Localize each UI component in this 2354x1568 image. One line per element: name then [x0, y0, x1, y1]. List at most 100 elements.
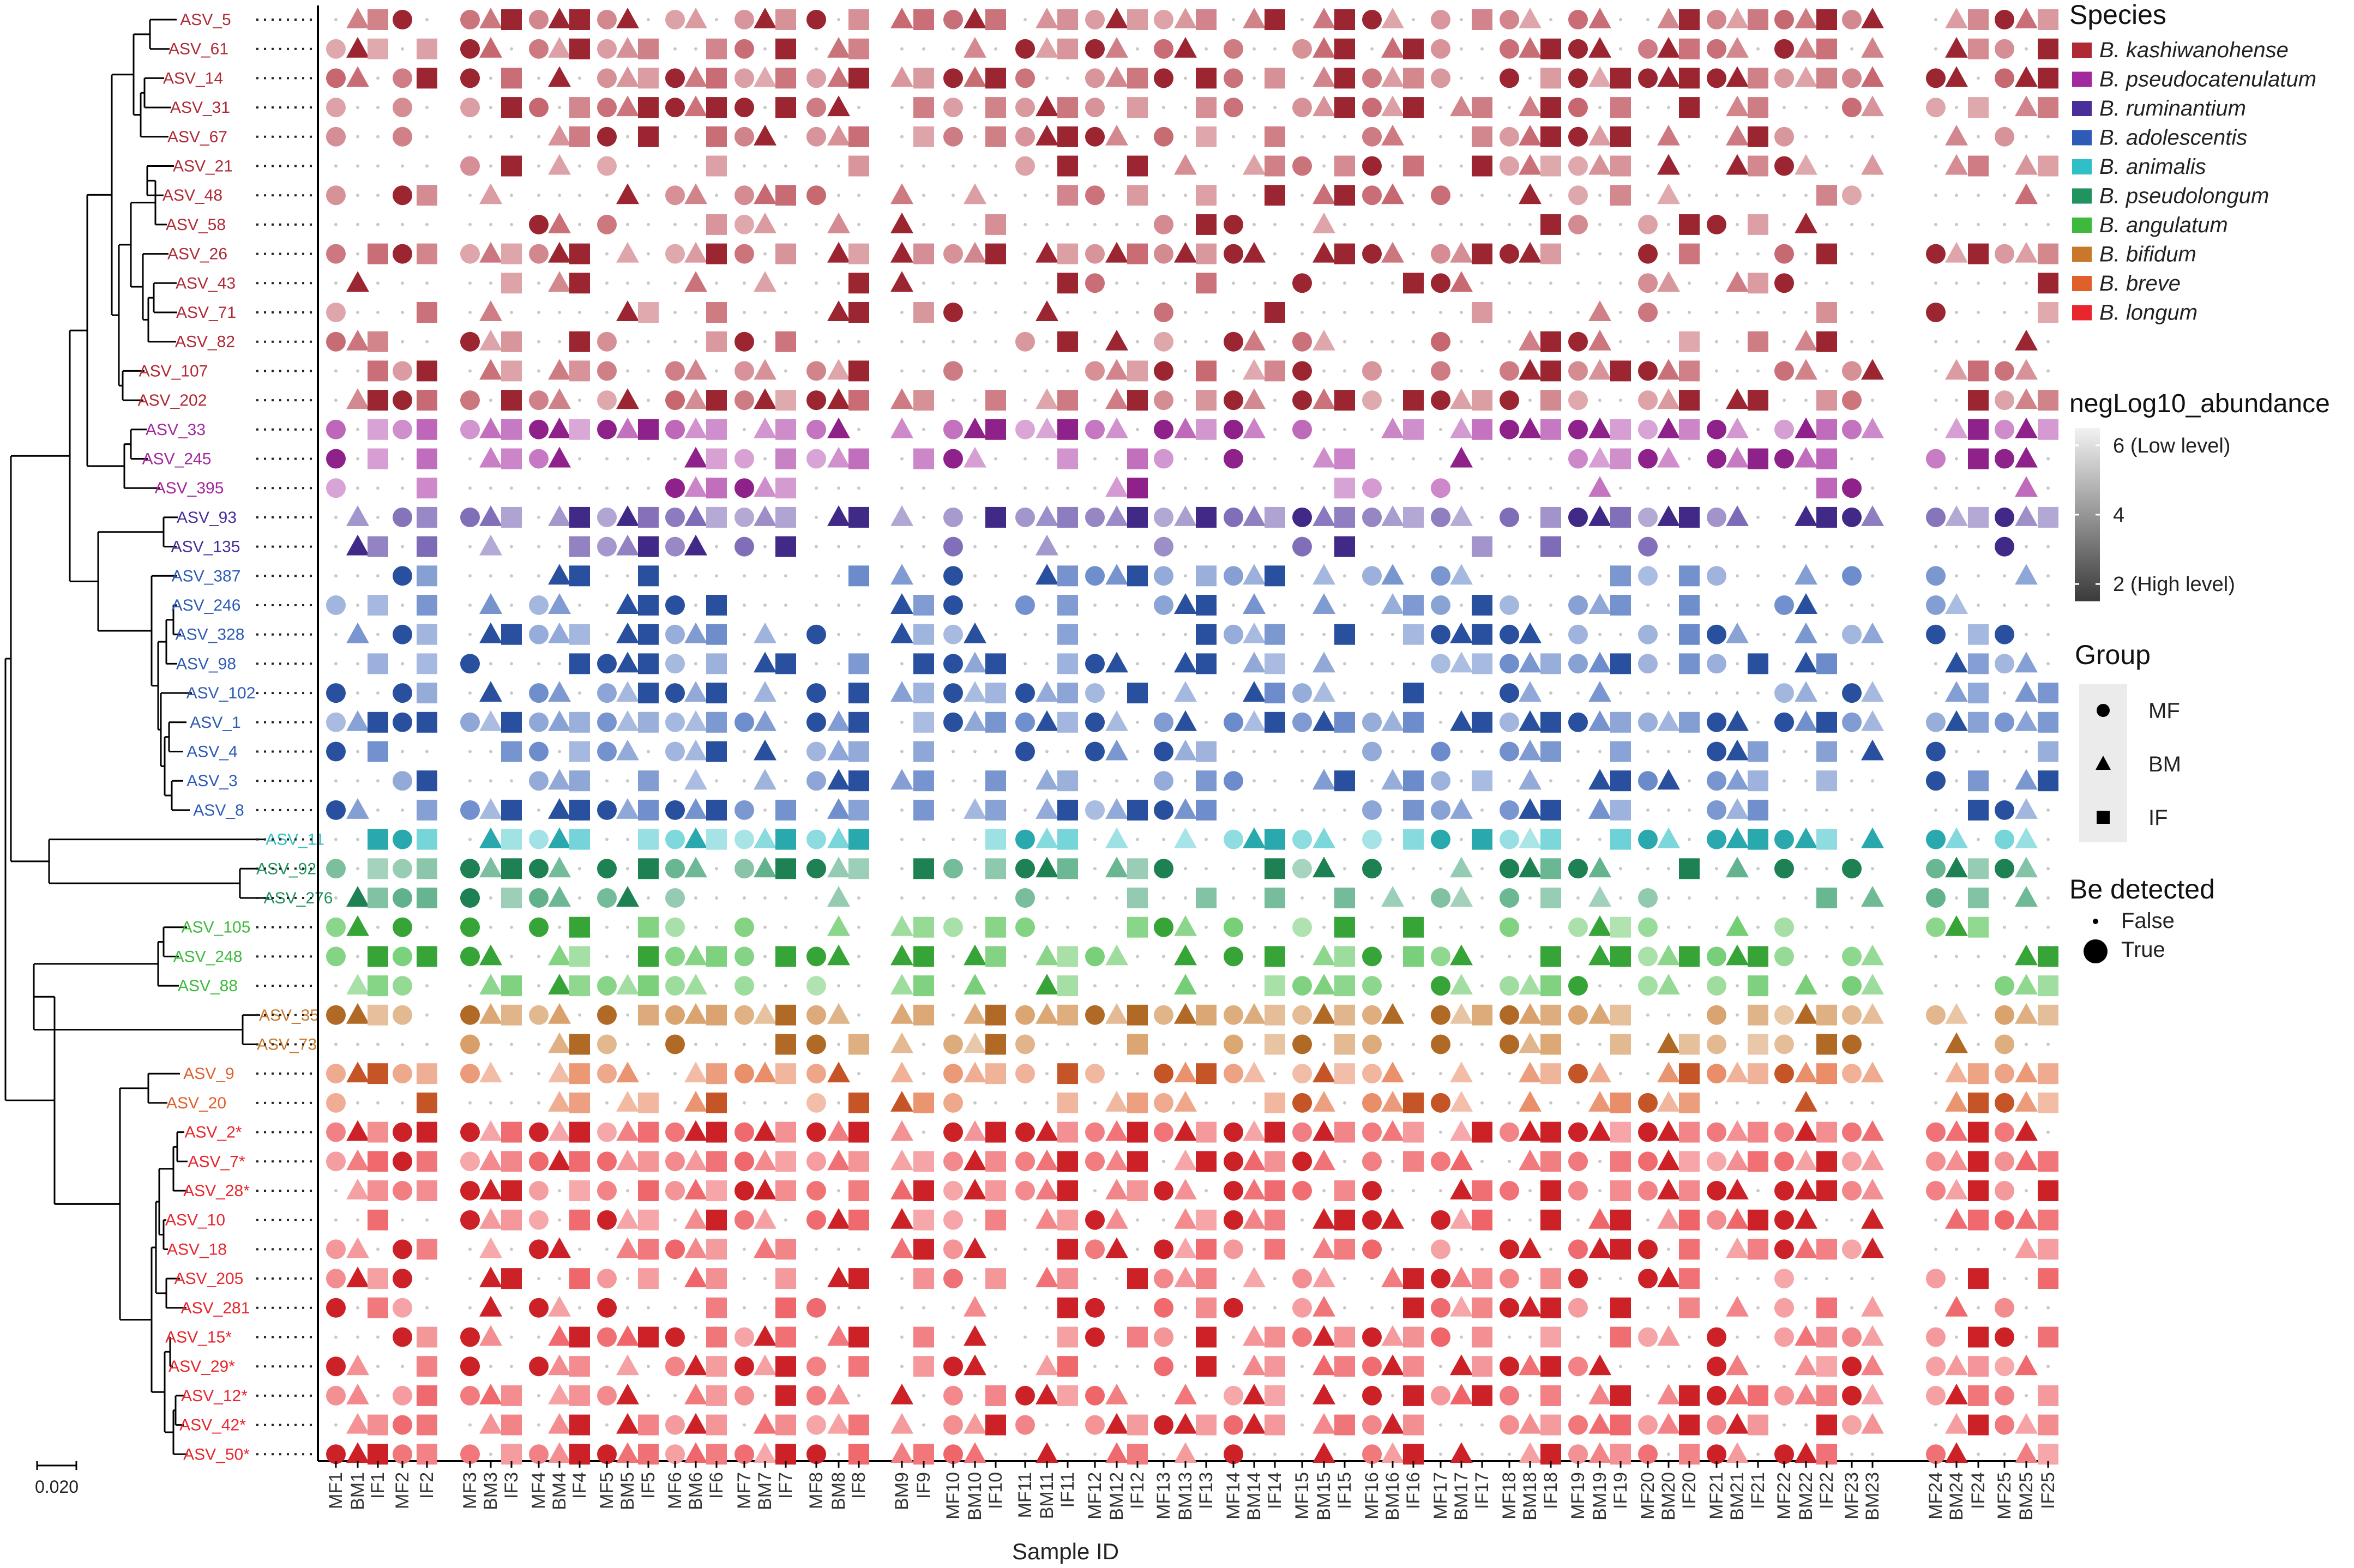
point-if	[1057, 595, 1078, 616]
point-mf	[1154, 1327, 1173, 1347]
point-if	[1196, 1239, 1217, 1260]
undetected-point	[605, 779, 609, 783]
point-if	[848, 711, 869, 733]
point-if	[1968, 1092, 1989, 1113]
point-mf	[806, 126, 826, 147]
undetected-point	[1273, 427, 1277, 431]
point-bm	[479, 1208, 502, 1229]
point-if	[569, 711, 590, 733]
point-if	[848, 1121, 869, 1143]
point-bm	[684, 447, 707, 468]
undetected-point	[1066, 1042, 1069, 1046]
undetected-point	[1370, 427, 1374, 431]
undetected-point	[994, 1365, 997, 1368]
point-mf	[1568, 449, 1588, 469]
undetected-point	[510, 194, 513, 197]
undetected-point	[900, 486, 904, 490]
point-mf	[393, 126, 412, 147]
point-bm	[1174, 1413, 1197, 1434]
undetected-point	[922, 1130, 925, 1134]
undetected-point	[1412, 750, 1415, 753]
point-if	[1968, 1326, 1989, 1348]
undetected-point	[815, 896, 818, 900]
point-if	[501, 331, 522, 352]
undetected-point	[558, 925, 561, 929]
point-if	[1540, 946, 1561, 967]
point-mf	[1774, 126, 1794, 147]
undetected-point	[1736, 896, 1739, 900]
point-if	[1334, 38, 1355, 59]
undetected-point	[1391, 281, 1394, 285]
point-bm	[1313, 1208, 1335, 1229]
point-bm	[1450, 1354, 1473, 1376]
undetected-point	[1253, 281, 1256, 285]
undetected-point	[1066, 76, 1069, 80]
point-bm	[684, 622, 707, 643]
point-if	[1127, 1268, 1148, 1289]
undetected-point	[1391, 1160, 1394, 1163]
point-if	[569, 419, 590, 440]
undetected-point	[537, 164, 540, 168]
point-bm	[1450, 622, 1473, 643]
undetected-point	[694, 925, 697, 929]
point-if	[638, 1151, 659, 1172]
undetected-point	[1391, 632, 1394, 636]
point-mf	[1926, 917, 1946, 937]
point-bm	[1861, 622, 1884, 643]
undetected-point	[489, 222, 492, 226]
undetected-point	[2046, 632, 2050, 636]
point-mf	[1154, 1239, 1173, 1259]
undetected-point	[1688, 896, 1691, 900]
undetected-point	[1825, 955, 1828, 958]
undetected-point	[837, 340, 840, 343]
point-if	[1968, 770, 1989, 792]
point-mf	[1362, 1239, 1382, 1259]
undetected-point	[334, 1423, 338, 1427]
point-bm	[1174, 1090, 1197, 1112]
point-mf	[943, 10, 963, 29]
point-mf	[529, 214, 549, 234]
undetected-point	[2046, 1306, 2050, 1310]
point-mf	[1431, 10, 1450, 29]
point-mf	[1015, 1034, 1035, 1054]
point-bm	[1657, 37, 1680, 58]
point-bm	[684, 1179, 707, 1199]
undetected-point	[1804, 1277, 1808, 1281]
point-if	[1196, 360, 1217, 382]
point-if	[1610, 1414, 1631, 1436]
undetected-point	[1370, 662, 1374, 666]
undetected-point	[537, 1335, 540, 1339]
undetected-point	[2003, 604, 2006, 607]
undetected-point	[1825, 691, 1828, 695]
undetected-point	[1934, 662, 1937, 666]
undetected-point	[1045, 925, 1049, 929]
point-mf	[806, 976, 826, 996]
point-bm	[684, 8, 707, 28]
undetected-point	[1391, 867, 1394, 871]
undetected-point	[1439, 1189, 1442, 1192]
point-mf	[1085, 1385, 1105, 1406]
undetected-point	[1549, 574, 1552, 578]
undetected-point	[2003, 281, 2006, 285]
undetected-point	[1253, 47, 1256, 51]
undetected-point	[1646, 1306, 1649, 1310]
point-if	[1265, 888, 1285, 908]
x-tick-label: MF4	[528, 1472, 549, 1509]
point-mf	[1362, 98, 1382, 118]
undetected-point	[1115, 896, 1118, 900]
point-bm	[964, 1354, 986, 1376]
undetected-point	[376, 106, 380, 110]
point-if	[1679, 1034, 1700, 1055]
point-bm	[1795, 154, 1817, 175]
undetected-point	[1508, 574, 1511, 578]
point-bm	[1861, 8, 1884, 28]
undetected-point	[994, 1101, 997, 1105]
point-if	[775, 536, 796, 557]
point-if	[2038, 302, 2058, 323]
undetected-point	[2025, 604, 2028, 607]
point-if	[2038, 1385, 2058, 1406]
point-bm	[1035, 388, 1058, 409]
undetected-point	[1549, 691, 1552, 695]
point-bm	[479, 1237, 502, 1258]
undetected-point	[537, 1042, 540, 1046]
